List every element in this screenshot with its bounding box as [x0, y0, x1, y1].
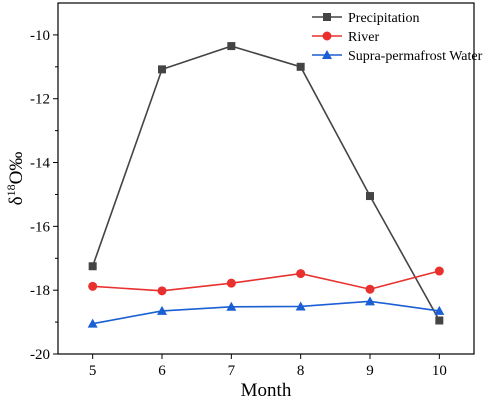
- marker-circle: [434, 266, 444, 276]
- series-precipitation: [88, 42, 444, 325]
- y-tick-label: -20: [30, 347, 50, 363]
- x-axis-label: Month: [241, 380, 292, 401]
- series-line: [91, 45, 441, 321]
- axes: 5 6 7 8 9 10 -20 -18 -16 -14 -12 -10: [30, 2, 475, 379]
- marker-square: [323, 13, 331, 21]
- legend-label: Supra-permafrost Water: [348, 49, 483, 64]
- x-tick-label: 5: [89, 363, 97, 379]
- marker-triangle: [434, 305, 445, 315]
- legend-item: River: [312, 30, 379, 45]
- plot-frame: [57, 2, 475, 355]
- series-layer: [87, 42, 445, 328]
- marker-circle: [226, 278, 236, 288]
- marker-circle: [157, 286, 167, 296]
- y-tick-label: -16: [30, 219, 50, 235]
- x-tick-label: 7: [228, 363, 236, 379]
- marker-triangle: [295, 301, 306, 311]
- marker-circle: [322, 31, 332, 41]
- y-axis-label: δ18O‰: [4, 152, 27, 206]
- legend: Precipitation River Supra-permafrost Water: [312, 11, 483, 64]
- y-axis-label-suffix: O‰: [6, 152, 27, 185]
- series-line: [92, 300, 440, 325]
- marker-square: [366, 192, 374, 201]
- x-tick-label: 9: [366, 363, 374, 379]
- legend-label: Precipitation: [348, 11, 420, 26]
- y-axis-label-sup: 18: [4, 184, 18, 196]
- legend-item: Precipitation: [312, 11, 420, 26]
- marker-square: [158, 65, 166, 74]
- y-tick-label: -14: [30, 156, 50, 172]
- marker-circle: [88, 281, 98, 291]
- y-tick-label: -10: [30, 28, 50, 44]
- x-tick-label: 10: [432, 363, 447, 379]
- marker-triangle: [226, 301, 237, 311]
- marker-circle: [296, 269, 306, 279]
- series-supra-permafrost-water: [87, 296, 445, 328]
- y-tick-label: -12: [30, 92, 50, 108]
- marker-square: [435, 316, 444, 325]
- marker-triangle: [87, 318, 98, 328]
- marker-square: [227, 42, 236, 51]
- x-tick-label: 8: [297, 363, 305, 379]
- x-tick-label: 6: [158, 363, 166, 379]
- marker-square: [296, 62, 305, 71]
- marker-square: [88, 262, 97, 271]
- marker-triangle: [322, 50, 332, 59]
- legend-label: River: [348, 30, 379, 45]
- y-axis-label-prefix: δ: [6, 196, 27, 205]
- series-line: [92, 270, 440, 292]
- legend-item: Supra-permafrost Water: [312, 49, 483, 64]
- marker-triangle: [365, 296, 375, 306]
- series-river: [88, 266, 444, 296]
- marker-circle: [365, 284, 375, 294]
- y-tick-label: -18: [30, 283, 50, 299]
- marker-triangle: [157, 305, 167, 315]
